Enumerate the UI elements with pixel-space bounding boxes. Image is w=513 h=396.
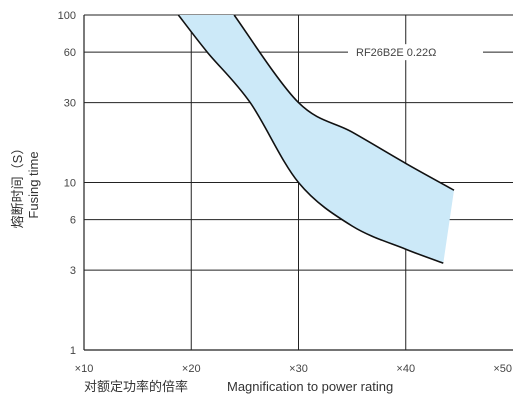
axis-labels: 熔断时间（S） Fusing time 对额定功率的倍率 Magnificati… [10, 142, 393, 394]
y-axis-title-cn: 熔断时间（S） [10, 142, 25, 229]
y-tick-label-1: 1 [70, 345, 76, 357]
axes: 100 60 30 10 6 3 1 ×10 ×20 ×30 ×40 ×50 [58, 10, 513, 375]
x-axis-title-en: Magnification to power rating [227, 379, 393, 394]
fusing-band [177, 15, 455, 264]
legend: RF26B2E 0.22Ω [348, 44, 483, 61]
x-tick-label-50: ×50 [493, 363, 512, 375]
x-axis-title-cn: 对额定功率的倍率 [84, 379, 188, 394]
series-0-lower-curve [177, 15, 444, 264]
y-tick-label-60: 60 [64, 47, 76, 59]
y-tick-label-10: 10 [64, 178, 76, 190]
x-tick-label-30: ×30 [289, 363, 308, 375]
series-0-upper-curve [233, 15, 455, 191]
y-tick-label-3: 3 [70, 265, 76, 277]
y-tick-label-100: 100 [58, 10, 76, 22]
legend-label-background [348, 44, 483, 61]
y-tick-label-6: 6 [70, 215, 76, 227]
y-axis-title-en: Fusing time [26, 151, 41, 218]
series-0-band-fill [178, 15, 454, 264]
y-tick-label-30: 30 [64, 98, 76, 110]
x-tick-label-20: ×20 [182, 363, 201, 375]
x-tick-label-10: ×10 [75, 363, 94, 375]
legend-series-name: RF26B2E 0.22Ω [356, 47, 436, 59]
x-tick-label-40: ×40 [396, 363, 415, 375]
